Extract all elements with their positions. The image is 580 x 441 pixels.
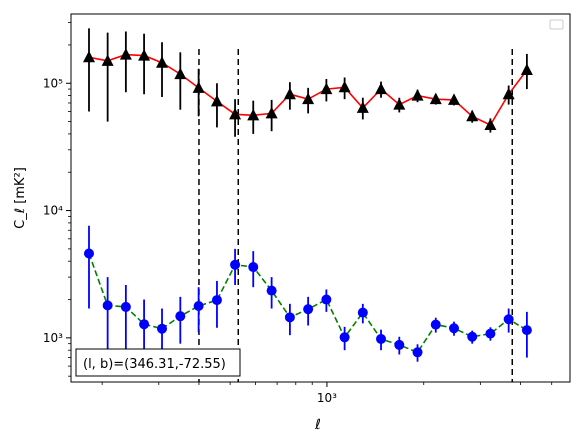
- triangle-marker: [375, 82, 388, 95]
- circle-marker: [376, 333, 387, 344]
- y-tick-label: 10⁴: [43, 204, 63, 218]
- triangle-marker: [265, 106, 278, 119]
- circle-marker: [230, 259, 241, 270]
- circle-marker: [83, 248, 94, 259]
- circle-marker: [521, 325, 532, 336]
- circle-marker: [485, 328, 496, 339]
- circle-marker: [412, 347, 423, 358]
- triangle-marker: [320, 82, 333, 95]
- circle-marker: [303, 304, 314, 315]
- annotation-text: (l, b)=(346.31,-72.55): [83, 357, 226, 372]
- triangle-marker: [338, 80, 351, 93]
- circle-marker: [430, 319, 441, 330]
- triangle-marker: [502, 87, 515, 100]
- y-axis-label: C_ℓ [mK²]: [13, 167, 28, 229]
- triangle-marker: [192, 81, 205, 93]
- plot-area: [71, 14, 570, 382]
- x-axis-label: ℓ: [314, 417, 321, 433]
- circle-marker: [175, 311, 186, 322]
- x-tick-label: 10³: [317, 391, 337, 405]
- triangle-marker: [119, 48, 132, 60]
- series-1: [82, 28, 533, 137]
- circle-marker: [321, 294, 332, 305]
- axes: 10³ 10⁴ 10⁵ 10³: [43, 22, 553, 405]
- circle-marker: [357, 307, 368, 318]
- circle-marker: [284, 312, 295, 323]
- circle-marker: [211, 295, 222, 306]
- circle-marker: [193, 300, 204, 311]
- circle-marker: [449, 323, 460, 334]
- circle-marker: [157, 323, 168, 334]
- triangle-marker: [210, 94, 223, 107]
- triangle-marker: [82, 50, 95, 63]
- triangle-marker: [356, 101, 369, 113]
- triangle-marker: [429, 92, 442, 105]
- triangle-marker: [484, 118, 497, 131]
- circle-marker: [339, 332, 350, 343]
- circle-marker: [120, 301, 131, 312]
- y-tick-label: 10³: [43, 331, 63, 345]
- triangle-marker: [520, 63, 533, 76]
- legend-box: [549, 19, 564, 30]
- triangle-marker: [393, 98, 406, 110]
- circle-marker: [248, 262, 259, 273]
- series-2: [83, 225, 532, 367]
- triangle-marker: [466, 109, 479, 122]
- circle-marker: [102, 300, 113, 311]
- triangle-marker: [283, 87, 296, 100]
- circle-marker: [139, 319, 150, 330]
- circle-marker: [503, 314, 514, 325]
- annotation-frame: [75, 348, 241, 377]
- triangle-marker: [174, 67, 187, 80]
- circle-marker: [467, 331, 478, 342]
- plot-frame: [70, 13, 571, 383]
- triangle-marker: [138, 49, 151, 61]
- y-tick-label: 10⁵: [43, 76, 63, 90]
- triangle-marker: [229, 107, 242, 120]
- triangle-marker: [448, 93, 461, 105]
- series-layer: [82, 28, 533, 367]
- triangle-marker: [156, 56, 169, 68]
- triangle-marker: [411, 89, 424, 101]
- circle-marker: [394, 339, 405, 350]
- triangle-marker: [101, 54, 114, 66]
- triangle-marker: [247, 108, 260, 121]
- triangle-marker: [302, 92, 315, 105]
- circle-marker: [266, 285, 277, 296]
- annotation-box: (l, b)=(346.31,-72.55): [75, 348, 241, 377]
